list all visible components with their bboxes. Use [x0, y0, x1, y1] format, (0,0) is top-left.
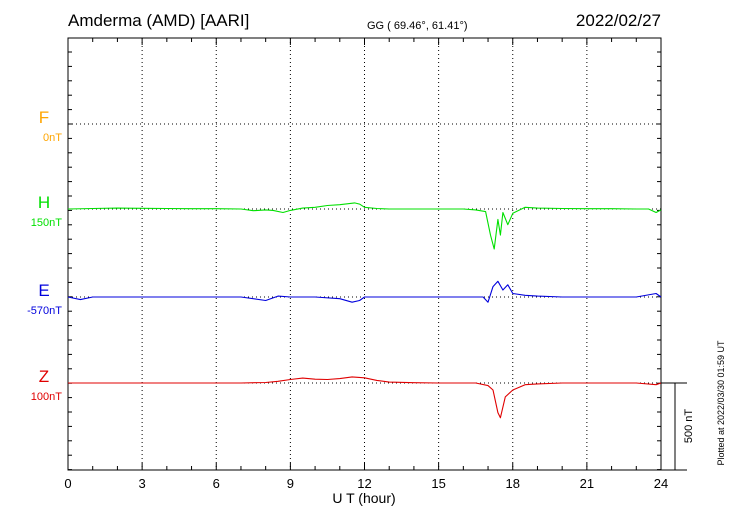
series-name-z: Z — [39, 367, 49, 386]
date-label: 2022/02/27 — [576, 11, 661, 30]
x-tick-label: 6 — [213, 476, 220, 491]
x-tick-label: 21 — [580, 476, 594, 491]
series-baseline-f: 0nT — [43, 132, 62, 144]
series-name-e: E — [38, 281, 49, 300]
plotted-at-note: Plotted at 2022/03/30 01:59 UT — [716, 340, 726, 466]
x-tick-label: 24 — [654, 476, 668, 491]
series-baseline-e: -570nT — [27, 305, 62, 317]
series-line-z — [68, 376, 662, 419]
x-tick-label: 18 — [506, 476, 520, 491]
x-axis-label: U T (hour) — [332, 490, 395, 506]
station-title: Amderma (AMD) [AARI] — [68, 11, 249, 30]
x-tick-label: 12 — [357, 476, 371, 491]
x-tick-label: 15 — [431, 476, 445, 491]
series-line-h — [67, 202, 662, 250]
scale-label: 500 nT — [683, 409, 695, 444]
series-baseline-h: 150nT — [31, 217, 62, 229]
x-axis-ticks — [67, 38, 662, 471]
series-lines — [67, 202, 662, 419]
x-tick-label: 9 — [287, 476, 294, 491]
station-coords: GG ( 69.46°, 61.41°) — [367, 20, 468, 32]
series-baseline-z: 100nT — [31, 391, 62, 403]
x-tick-label: 0 — [64, 476, 71, 491]
x-tick-label: 3 — [139, 476, 146, 491]
x-axis-tick-labels: 0 3 6 9 12 15 18 21 24 — [64, 476, 668, 491]
series-labels: F 0nT H 150nT E -570nT Z 100nT — [27, 108, 62, 403]
series-name-f: F — [39, 108, 49, 127]
grid-lines — [68, 38, 661, 470]
series-line-e — [67, 280, 662, 303]
series-name-h: H — [38, 193, 50, 212]
